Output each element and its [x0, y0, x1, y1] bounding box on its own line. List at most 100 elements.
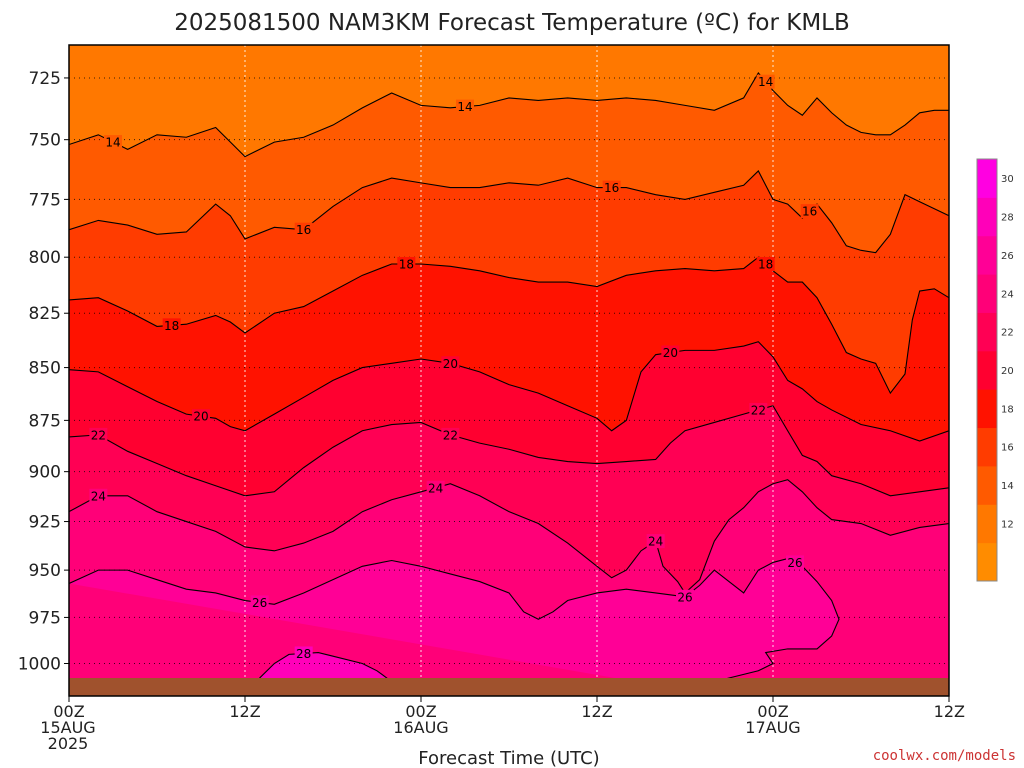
- y-tick-label: 750: [29, 131, 61, 151]
- isotherm-26: [69, 557, 840, 690]
- isotherm-18: [69, 256, 949, 395]
- isotherm-label-bg: [89, 488, 108, 503]
- x-tick-label: 12Z: [934, 702, 965, 721]
- plot-area: 14 14 14 16 16 16 18 18 18 20 20 20 22 22 22 24 24 24 26 26…: [69, 45, 949, 696]
- isotherm-label: 18: [399, 258, 414, 272]
- colorbar-swatch: [977, 274, 997, 313]
- isotherm-20: [69, 341, 949, 442]
- isotherm-label: 14: [758, 75, 773, 89]
- colorbar-label: 24: [1001, 289, 1014, 300]
- temperature-fill: [69, 45, 949, 696]
- isotherm-label-bg: [786, 555, 804, 570]
- y-tick-label: 900: [29, 463, 61, 483]
- chart-title: 2025081500 NAM3KM Forecast Temperature (…: [174, 10, 850, 36]
- isotherm-label-bg: [162, 318, 181, 333]
- isotherm-label-bg: [426, 480, 445, 495]
- isotherm-label-bg: [397, 257, 416, 272]
- isotherm-label-bg: [441, 356, 460, 371]
- isotherm-label-bg: [676, 589, 694, 604]
- isotherm-lines: [69, 71, 949, 692]
- isotherm-label-bg: [602, 180, 621, 195]
- isotherm-label-bg: [192, 409, 210, 424]
- temperature-band: [69, 558, 839, 689]
- isotherm-label: 22: [443, 428, 458, 442]
- y-tick-label: 800: [29, 248, 61, 268]
- x-tick-label: 17AUG: [745, 718, 800, 737]
- isotherm-labels: 14 14 14 16 16 16 18 18 18 20 20 20 22 22 22 24 24 24 26 26…: [89, 74, 819, 661]
- colorbar-swatch: [977, 465, 997, 505]
- colorbar-label: 20: [1001, 366, 1014, 377]
- isotherm-label-bg: [441, 427, 460, 442]
- isotherm-label: 22: [751, 403, 766, 417]
- x-tick-label: 2025: [48, 734, 89, 753]
- isotherm-label-bg: [294, 646, 313, 661]
- isotherm-22: [69, 405, 949, 497]
- gridlines: [69, 45, 949, 696]
- isotherm-label-bg: [749, 402, 768, 417]
- isotherm-28: [251, 652, 407, 692]
- colorbar-label: 28: [1001, 213, 1014, 224]
- isotherm-label: 28: [296, 647, 311, 661]
- y-tick-label: 925: [29, 513, 61, 533]
- colorbar-label: 18: [1001, 404, 1014, 415]
- isotherm-label-bg: [294, 222, 313, 237]
- x-tick-label: 16AUG: [393, 718, 448, 737]
- y-tick-label: 775: [29, 190, 61, 210]
- x-tick-label: 12Z: [581, 702, 612, 721]
- isotherm-label: 24: [428, 481, 443, 495]
- isotherm-label-bg: [756, 257, 775, 272]
- ground-terrain: [69, 678, 949, 696]
- colorbar-label: 16: [1001, 443, 1014, 454]
- isotherm-label: 16: [604, 181, 619, 195]
- isotherm-label-bg: [89, 427, 108, 442]
- isotherm-label-bg: [800, 204, 819, 219]
- y-axis: 725 750 775 800 825 850 875 900 925 950 975 1000: [18, 69, 69, 675]
- isotherm-label-bg: [250, 595, 269, 610]
- x-axis-title: Forecast Time (UTC): [418, 748, 599, 768]
- isotherm-label: 18: [758, 258, 773, 272]
- y-tick-label: 950: [29, 561, 61, 581]
- isotherm-label-bg: [661, 345, 680, 360]
- isotherm-label: 24: [91, 489, 106, 503]
- colorbar-frame: [976, 158, 998, 582]
- isotherm-label: 14: [105, 136, 120, 150]
- isotherm-label: 26: [677, 590, 692, 604]
- isotherm-label-bg: [646, 534, 665, 549]
- isotherm-label-bg: [756, 74, 775, 89]
- x-tick-label: 00Z: [405, 702, 436, 721]
- y-tick-label: 975: [29, 608, 61, 628]
- colorbar-label: 26: [1001, 251, 1014, 262]
- isotherm-16: [69, 170, 949, 254]
- isotherm-label-bg: [456, 99, 474, 114]
- y-tick-label: 1000: [18, 655, 61, 675]
- colorbar-label: 30: [1001, 174, 1014, 185]
- y-tick-label: 825: [29, 304, 61, 324]
- colorbar-label: 22: [1001, 328, 1014, 339]
- colorbar-swatch: [977, 235, 997, 275]
- isotherm-label: 26: [252, 596, 267, 610]
- plot-frame: [68, 44, 950, 697]
- isotherm-label: 18: [164, 319, 179, 333]
- x-tick-label: 00Z: [757, 702, 788, 721]
- colorbar-label: 12: [1001, 519, 1014, 530]
- isotherm-24: [69, 479, 949, 594]
- isotherm-label: 16: [802, 205, 817, 219]
- colorbar-swatch: [977, 427, 997, 467]
- isotherm-14: [69, 71, 949, 158]
- isotherm-label: 22: [91, 428, 106, 442]
- isotherm-label: 20: [663, 346, 678, 360]
- colorbar-swatch: [977, 389, 997, 429]
- isotherm-label: 14: [457, 100, 472, 114]
- colorbar-legend: 12 14 16 18 20 22 24 26 28 30: [976, 158, 1014, 582]
- isotherm-label: 20: [443, 357, 458, 371]
- colorbar-swatch: [977, 159, 997, 198]
- colorbar-swatch: [977, 504, 997, 544]
- credit-text: coolwx.com/models: [873, 748, 1016, 764]
- y-tick-label: 850: [29, 359, 61, 379]
- y-tick-label: 725: [29, 69, 61, 89]
- isotherm-label: 24: [648, 535, 663, 549]
- colorbar-label: 14: [1001, 481, 1014, 492]
- colorbar-swatch: [977, 542, 997, 582]
- x-tick-label: 00Z: [53, 702, 84, 721]
- isotherm-label: 20: [193, 410, 208, 424]
